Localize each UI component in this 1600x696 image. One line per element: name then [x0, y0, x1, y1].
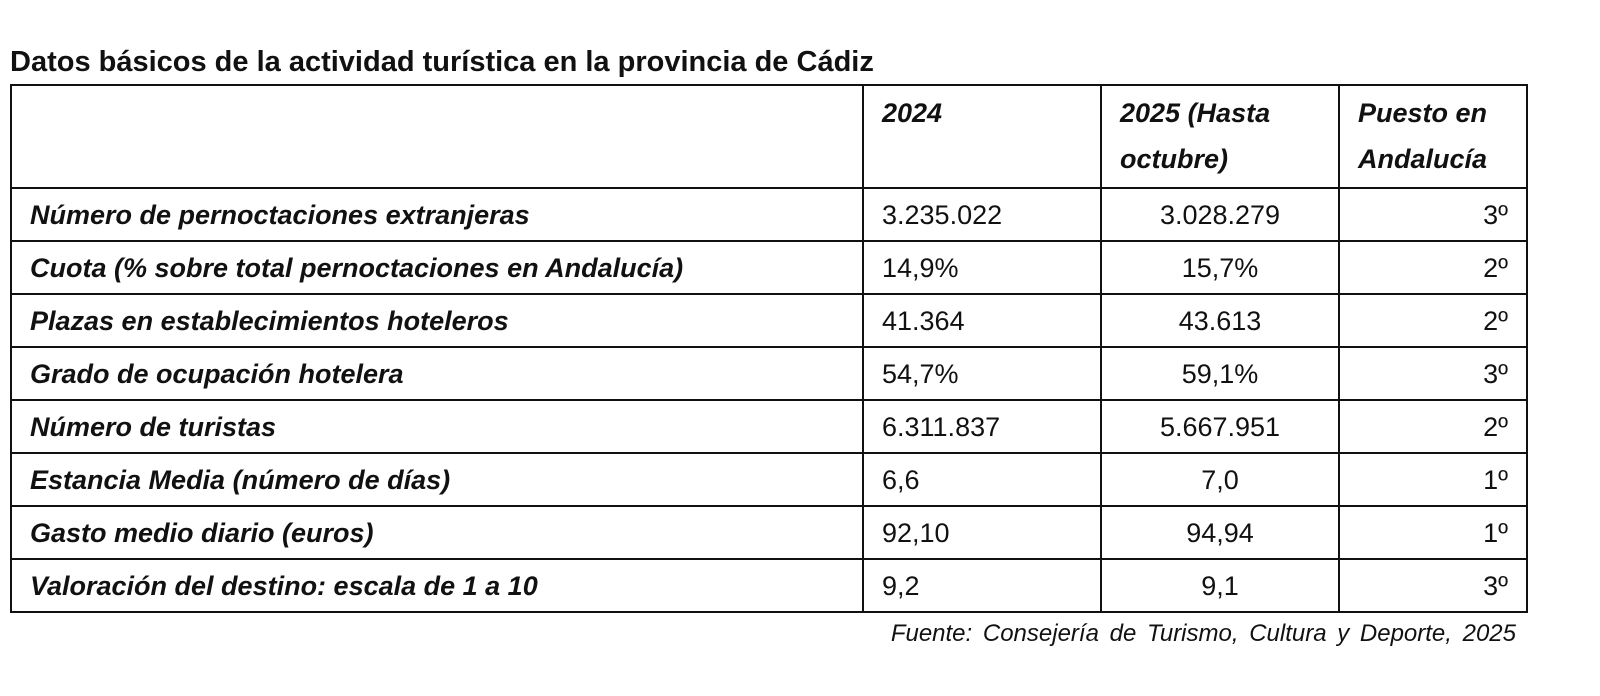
table-row: Cuota (% sobre total pernoctaciones en A… [10, 240, 1528, 295]
table-row: Número de turistas 6.311.837 5.667.951 2º [10, 399, 1528, 454]
value-2025: 59,1% [1100, 346, 1340, 401]
rank-andalucia: 2º [1338, 293, 1528, 348]
value-2025: 5.667.951 [1100, 399, 1340, 454]
value-2024: 3.235.022 [862, 187, 1102, 242]
row-label: Número de pernoctaciones extranjeras [10, 187, 864, 242]
table-row: Valoración del destino: escala de 1 a 10… [10, 558, 1528, 613]
row-label: Cuota (% sobre total pernoctaciones en A… [10, 240, 864, 295]
table-row: Estancia Media (número de días) 6,6 7,0 1º [10, 452, 1528, 507]
value-2025: 9,1 [1100, 558, 1340, 613]
row-label: Grado de ocupación hotelera [10, 346, 864, 401]
value-2024: 92,10 [862, 505, 1102, 560]
value-2025: 15,7% [1100, 240, 1340, 295]
row-label: Gasto medio diario (euros) [10, 505, 864, 560]
rank-andalucia: 1º [1338, 452, 1528, 507]
rank-andalucia: 3º [1338, 187, 1528, 242]
value-2024: 6.311.837 [862, 399, 1102, 454]
table-title: Datos básicos de la actividad turística … [10, 46, 874, 78]
value-2025: 7,0 [1100, 452, 1340, 507]
header-2025: 2025 (Hasta octubre) [1100, 84, 1340, 189]
value-2024: 6,6 [862, 452, 1102, 507]
rank-andalucia: 3º [1338, 558, 1528, 613]
header-rank: Puesto en Andalucía [1338, 84, 1528, 189]
table-row: Gasto medio diario (euros) 92,10 94,94 1º [10, 505, 1528, 560]
rank-andalucia: 2º [1338, 240, 1528, 295]
rank-andalucia: 2º [1338, 399, 1528, 454]
rank-andalucia: 1º [1338, 505, 1528, 560]
document: Datos básicos de la actividad turística … [10, 0, 1528, 649]
value-2024: 54,7% [862, 346, 1102, 401]
tourism-data-table: 2024 2025 (Hasta octubre) Puesto en Anda… [10, 84, 1528, 613]
row-label: Número de turistas [10, 399, 864, 454]
row-label: Valoración del destino: escala de 1 a 10 [10, 558, 864, 613]
header-2024: 2024 [862, 84, 1102, 189]
value-2024: 14,9% [862, 240, 1102, 295]
value-2025: 43.613 [1100, 293, 1340, 348]
table-row: Número de pernoctaciones extranjeras 3.23… [10, 187, 1528, 242]
value-2025: 3.028.279 [1100, 187, 1340, 242]
row-label: Estancia Media (número de días) [10, 452, 864, 507]
row-label: Plazas en establecimientos hoteleros [10, 293, 864, 348]
table-row: Plazas en establecimientos hoteleros 41.3… [10, 293, 1528, 348]
value-2025: 94,94 [1100, 505, 1340, 560]
value-2024: 41.364 [862, 293, 1102, 348]
rank-andalucia: 3º [1338, 346, 1528, 401]
value-2024: 9,2 [862, 558, 1102, 613]
table-row: Grado de ocupación hotelera 54,7% 59,1% 3º [10, 346, 1528, 401]
header-empty [10, 84, 864, 189]
source-note: Fuente: Consejería de Turismo, Cultura y… [890, 620, 1516, 647]
header-row: 2024 2025 (Hasta octubre) Puesto en Anda… [10, 84, 1528, 189]
